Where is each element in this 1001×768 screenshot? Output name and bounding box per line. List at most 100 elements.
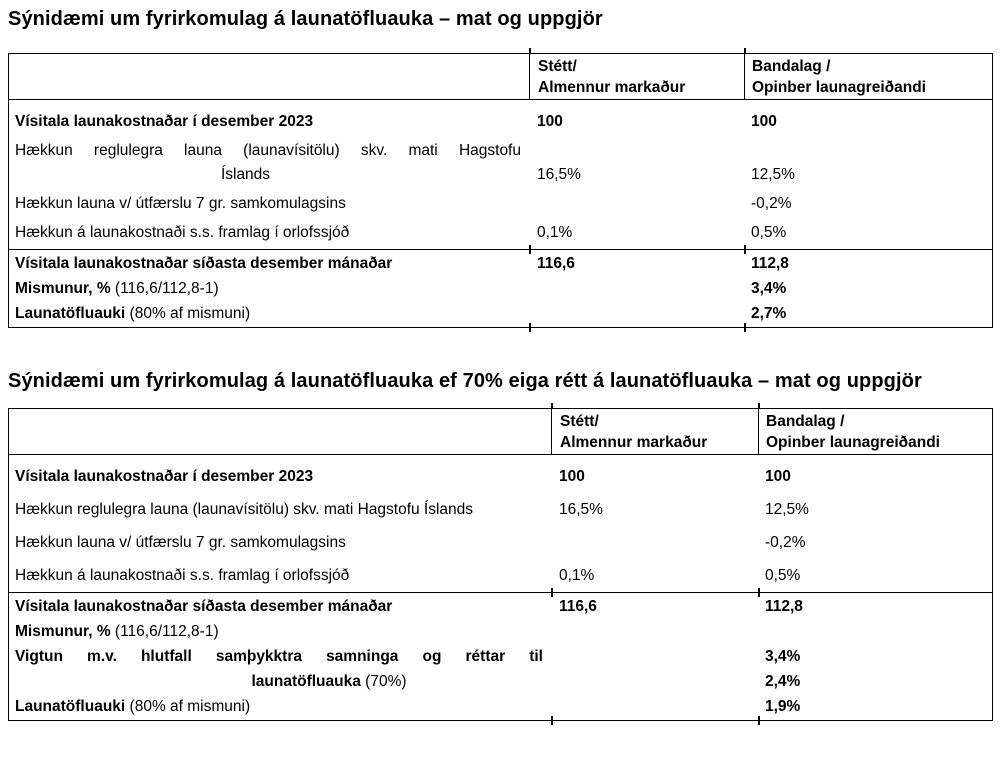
value-cell xyxy=(529,301,744,326)
row-label: Launatöfluauki (80% af mismuni) xyxy=(9,694,551,719)
value-cell xyxy=(551,644,758,694)
example-table-2: Stétt/ Almennur markaður Bandalag / Opin… xyxy=(8,403,993,725)
table-row: Hækkun launa v/ útfærslu 7 gr. samkomula… xyxy=(9,531,992,555)
table-row: Mismunur, % (116,6/112,8-1) 3,4% xyxy=(9,276,992,301)
table1-header-col3: Bandalag / Opinber launagreiðandi xyxy=(744,54,992,99)
table-row: Vísitala launakostnaðar síðasta desember… xyxy=(9,251,992,276)
value-cell: -0,2% xyxy=(765,534,806,551)
border-tick xyxy=(744,48,746,54)
table2-header-col3: Bandalag / Opinber launagreiðandi xyxy=(758,409,992,454)
border-tick xyxy=(758,403,760,409)
table-row: Hækkun á launakostnaði s.s. framlag í or… xyxy=(9,564,992,588)
header-col3-line2: Opinber launagreiðandi xyxy=(766,434,940,451)
value-cell: 116,6 xyxy=(537,255,575,272)
row-label: Vísitala launakostnaðar í desember 2023 xyxy=(15,468,314,485)
table-row: Vísitala launakostnaðar í desember 2023 … xyxy=(9,110,992,134)
row-label: Hækkun reglulegra launa (launavísitölu) … xyxy=(15,501,474,518)
border-tick xyxy=(551,588,553,597)
value-cell: 16,5% xyxy=(537,166,581,183)
value-cell: 16,5% xyxy=(559,501,603,518)
table-row: Vigtun m.v. hlutfall samþykktra samninga… xyxy=(9,644,992,694)
table-row: Hækkun reglulegra launa (launavísitölu) … xyxy=(9,498,992,522)
row-label: Hækkun launa v/ útfærslu 7 gr. samkomula… xyxy=(15,534,346,551)
row-label-bold: launatöfluauka xyxy=(251,673,361,690)
header-col3-line1: Bandalag / xyxy=(766,413,845,430)
row-label: Vísitala launakostnaðar síðasta desember… xyxy=(15,255,393,272)
row-label: Vísitala launakostnaðar í desember 2023 xyxy=(15,113,314,130)
row-label-bold: Mismunur, % xyxy=(15,623,111,640)
value-cell: 100 xyxy=(751,113,777,130)
row-label-bold: Launatöfluauki xyxy=(15,698,126,715)
border-tick xyxy=(744,245,746,254)
value-cell: 116,6 xyxy=(559,598,597,615)
value-line1: 3,4% xyxy=(765,648,801,665)
row-label: Vísitala launakostnaðar síðasta desember… xyxy=(15,598,393,615)
row-label: Hækkun á launakostnaði s.s. framlag í or… xyxy=(15,567,350,584)
border-tick xyxy=(551,403,553,409)
value-cell xyxy=(551,619,758,644)
row-label-bold: Mismunur, % xyxy=(15,280,111,297)
table-row: Launatöfluauki (80% af mismuni) 2,7% xyxy=(9,301,992,326)
table2-footer: Vísitala launakostnaðar síðasta desember… xyxy=(9,588,992,720)
example-table-1: Stétt/ Almennur markaður Bandalag / Opin… xyxy=(8,48,993,332)
value-cell: 112,8 xyxy=(751,255,789,272)
row-label: Mismunur, % (116,6/112,8-1) xyxy=(9,276,529,301)
value-cell: 100 xyxy=(559,468,585,485)
value-cell xyxy=(551,694,758,719)
value-cell xyxy=(758,619,992,644)
header-col2-line2: Almennur markaður xyxy=(538,79,686,96)
value-cell: 3,4% 2,4% xyxy=(758,644,992,694)
border-tick xyxy=(551,716,553,725)
table2-header-col2: Stétt/ Almennur markaður xyxy=(551,409,758,454)
value-cell: 100 xyxy=(765,468,791,485)
row-label-bold: Launatöfluauki xyxy=(15,305,126,322)
value-cell: 0,1% xyxy=(559,567,595,584)
value-cell xyxy=(529,192,744,216)
value-cell: 12,5% xyxy=(751,166,795,183)
row-label: Hækkun á launakostnaði s.s. framlag í or… xyxy=(15,224,350,241)
value-cell: 12,5% xyxy=(765,501,809,518)
value-cell: 2,7% xyxy=(751,305,787,322)
section1-title: Sýnidæmi um fyrirkomulag á launatöfluauk… xyxy=(8,8,603,30)
header-col2-line2: Almennur markaður xyxy=(560,434,708,451)
value-cell: 112,8 xyxy=(765,598,803,615)
table-row: Hækkun reglulegra launa (launavísitölu) … xyxy=(9,139,992,187)
row-label-rest: (116,6/112,8-1) xyxy=(110,623,219,640)
value-cell: 1,9% xyxy=(765,698,801,715)
value-cell: 3,4% xyxy=(751,280,787,297)
header-col2-line1: Stétt/ xyxy=(538,58,577,75)
border-tick xyxy=(529,245,531,254)
table2-header-row: Stétt/ Almennur markaður Bandalag / Opin… xyxy=(9,403,992,455)
header-col3-line1: Bandalag / xyxy=(752,58,831,75)
row-label: Hækkun reglulegra launa (launavísitölu) … xyxy=(9,139,529,187)
table2-header-empty xyxy=(9,409,551,454)
table-row: Mismunur, % (116,6/112,8-1) xyxy=(9,619,992,644)
row-label: Launatöfluauki (80% af mismuni) xyxy=(9,301,529,326)
table2-body: Vísitala launakostnaðar í desember 2023 … xyxy=(9,455,992,592)
border-tick xyxy=(758,588,760,597)
value-cell: 100 xyxy=(537,113,563,130)
table1-body: Vísitala launakostnaðar í desember 2023 … xyxy=(9,100,992,249)
table1-header-empty xyxy=(9,54,529,99)
value-cell: 0,1% xyxy=(537,224,573,241)
table1-header-row: Stétt/ Almennur markaður Bandalag / Opin… xyxy=(9,48,992,100)
value-cell xyxy=(551,531,758,555)
table1-header-col2: Stétt/ Almennur markaður xyxy=(529,54,744,99)
table-row: Vísitala launakostnaðar síðasta desember… xyxy=(9,594,992,619)
table-row: Launatöfluauki (80% af mismuni) 1,9% xyxy=(9,694,992,719)
header-col2-line1: Stétt/ xyxy=(560,413,599,430)
value-cell: 0,5% xyxy=(751,224,787,241)
value-cell xyxy=(529,276,744,301)
row-label-rest: (70%) xyxy=(360,673,407,690)
row-label-rest: (80% af mismuni) xyxy=(125,305,251,322)
row-label-rest: (116,6/112,8-1) xyxy=(110,280,219,297)
border-tick xyxy=(744,323,746,332)
border-tick xyxy=(529,48,531,54)
row-label: Mismunur, % (116,6/112,8-1) xyxy=(9,619,551,644)
table-row: Hækkun launa v/ útfærslu 7 gr. samkomula… xyxy=(9,192,992,216)
table1-footer: Vísitala launakostnaðar síðasta desember… xyxy=(9,245,992,327)
row-label: Hækkun launa v/ útfærslu 7 gr. samkomula… xyxy=(15,195,346,212)
border-tick xyxy=(529,323,531,332)
row-label-line2: Íslands xyxy=(220,166,271,183)
value-cell: 0,5% xyxy=(765,567,801,584)
